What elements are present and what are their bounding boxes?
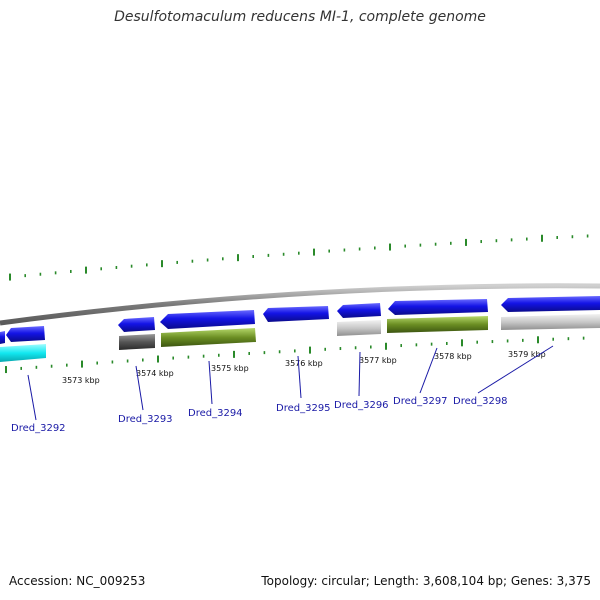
gene-box-light-gray[interactable] — [501, 314, 600, 330]
gene-names: Dred_3292 Dred_3293 Dred_3294 Dred_3295 … — [11, 396, 508, 434]
kbp-label: 3576 kbp — [285, 359, 323, 368]
gene-leader-lines — [27, 345, 554, 421]
gene-name-label[interactable]: Dred_3293 — [118, 414, 173, 425]
accession-text: Accession: NC_009253 — [9, 574, 146, 588]
kbp-label: 3577 kbp — [359, 356, 397, 365]
gene-box-dark-gray[interactable] — [119, 334, 155, 350]
kbp-label: 3574 kbp — [136, 369, 174, 378]
gene-arrow[interactable] — [337, 303, 381, 318]
gene-arrow[interactable] — [388, 299, 488, 315]
gene-name-label[interactable]: Dred_3297 — [393, 396, 448, 407]
kbp-label: 3573 kbp — [62, 376, 100, 385]
gene-name-label[interactable]: Dred_3296 — [334, 400, 389, 411]
gene-box-olive[interactable] — [161, 328, 256, 347]
genome-backbone — [0, 283, 600, 326]
position-labels: 3573 kbp 3574 kbp 3575 kbp 3576 kbp 3577… — [62, 350, 546, 385]
gene-box-olive[interactable] — [387, 316, 488, 333]
genome-summary-text: Topology: circular; Length: 3,608,104 bp… — [261, 574, 591, 588]
inner-tick-marks — [5, 336, 585, 374]
gene-name-label[interactable]: Dred_3295 — [276, 403, 331, 414]
gene-arrow[interactable] — [501, 296, 600, 312]
gene-box-cyan[interactable] — [0, 344, 46, 362]
gene-name-label[interactable]: Dred_3294 — [188, 408, 243, 419]
gene-arrow[interactable] — [160, 310, 255, 329]
gene-arrow[interactable] — [118, 317, 155, 332]
gene-name-label[interactable]: Dred_3298 — [453, 396, 508, 407]
outer-tick-marks — [9, 234, 589, 281]
reverse-strand-genes — [0, 314, 600, 362]
map-title: Desulfotomaculum reducens MI-1, complete… — [114, 9, 486, 25]
gene-arrow[interactable] — [263, 306, 329, 322]
kbp-label: 3575 kbp — [211, 364, 249, 373]
kbp-label: 3579 kbp — [508, 350, 546, 359]
gene-box-light-gray[interactable] — [337, 320, 381, 336]
gene-arrow[interactable] — [6, 326, 45, 342]
forward-strand-genes — [0, 296, 600, 344]
kbp-label: 3578 kbp — [434, 352, 472, 361]
gene-name-label[interactable]: Dred_3292 — [11, 423, 66, 434]
gene-arrow[interactable] — [0, 331, 5, 344]
